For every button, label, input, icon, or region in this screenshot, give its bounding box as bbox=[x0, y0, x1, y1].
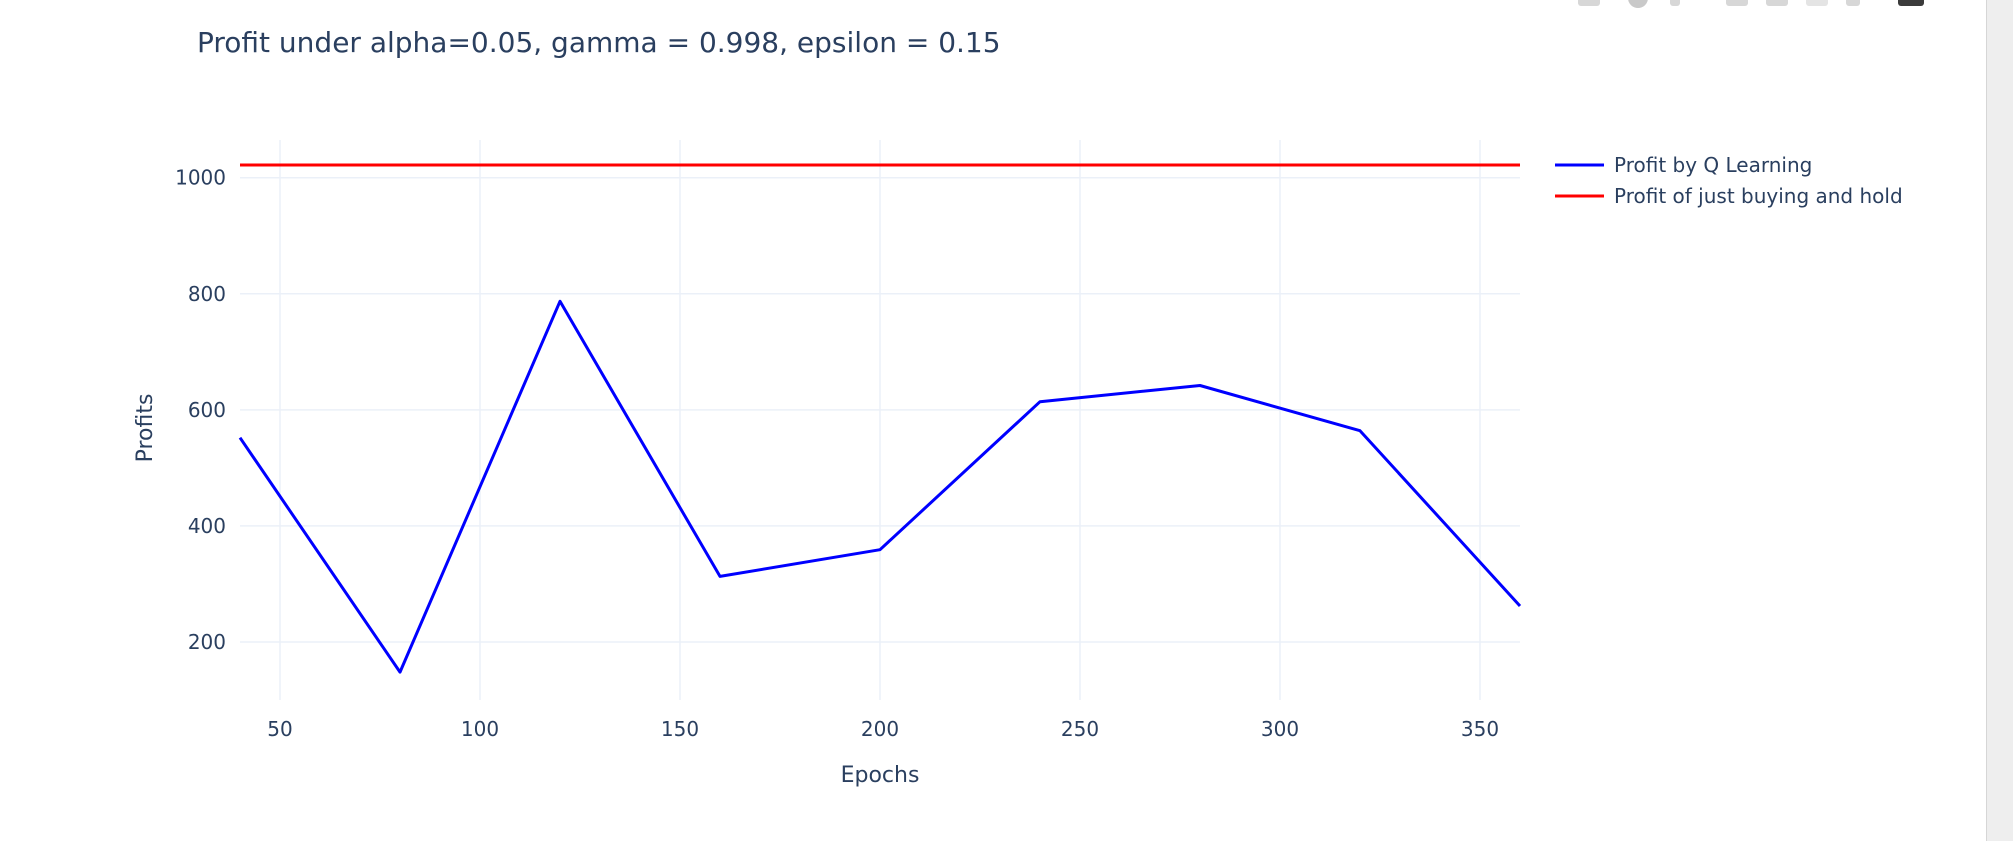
y-tick-label: 200 bbox=[188, 630, 226, 654]
reset-axes-icon[interactable] bbox=[1846, 0, 1860, 6]
y-tick-label: 1000 bbox=[175, 166, 226, 190]
x-tick-label: 200 bbox=[861, 717, 899, 741]
y-tick-label: 800 bbox=[188, 282, 226, 306]
zoom-out-icon[interactable] bbox=[1766, 0, 1788, 6]
camera-icon[interactable] bbox=[1578, 0, 1600, 6]
y-axis-ticks: 200 400 600 800 1000 bbox=[175, 166, 226, 654]
y-tick-label: 400 bbox=[188, 514, 226, 538]
series-line-1[interactable] bbox=[238, 299, 1522, 674]
scrollbar-gutter[interactable] bbox=[1986, 0, 2013, 841]
pan-icon[interactable] bbox=[1670, 0, 1680, 6]
x-tick-label: 150 bbox=[661, 717, 699, 741]
legend-item-2[interactable]: Profit of just buying and hold bbox=[1555, 184, 1903, 208]
legend-label: Profit of just buying and hold bbox=[1614, 184, 1903, 208]
legend-label: Profit by Q Learning bbox=[1614, 153, 1812, 177]
legend[interactable]: Profit by Q Learning Profit of just buyin… bbox=[1555, 153, 1903, 208]
x-tick-label: 100 bbox=[461, 717, 499, 741]
zoom-in-icon[interactable] bbox=[1726, 0, 1748, 6]
x-axis-title: Epochs bbox=[841, 763, 920, 788]
legend-item-1[interactable]: Profit by Q Learning bbox=[1555, 153, 1812, 177]
autoscale-icon[interactable] bbox=[1806, 0, 1828, 6]
y-axis-title: Profits bbox=[133, 394, 158, 463]
plotly-logo-icon[interactable] bbox=[1898, 0, 1924, 6]
x-tick-label: 300 bbox=[1261, 717, 1299, 741]
grid-lines bbox=[240, 140, 1520, 700]
y-tick-label: 600 bbox=[188, 398, 226, 422]
x-tick-label: 250 bbox=[1061, 717, 1099, 741]
modebar bbox=[1570, 0, 1940, 10]
zoom-icon[interactable] bbox=[1628, 0, 1648, 8]
series-lines bbox=[238, 163, 1522, 674]
chart-title: Profit under alpha=0.05, gamma = 0.998, … bbox=[197, 26, 1001, 59]
x-tick-label: 350 bbox=[1461, 717, 1499, 741]
x-axis-ticks: 50 100 150 200 250 300 350 bbox=[267, 717, 1499, 741]
x-tick-label: 50 bbox=[267, 717, 292, 741]
